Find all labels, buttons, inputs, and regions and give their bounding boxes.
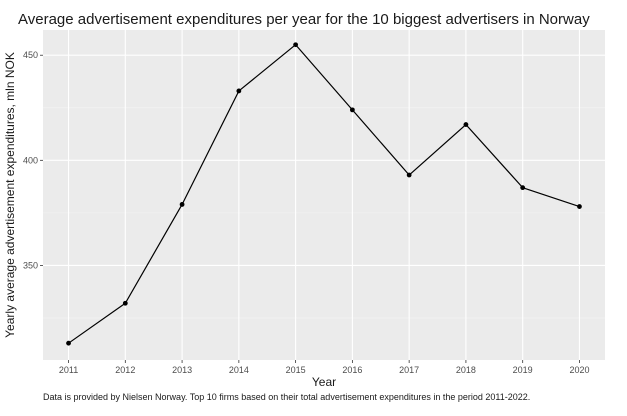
x-tick-label: 2013 bbox=[172, 365, 192, 375]
data-point bbox=[406, 172, 412, 178]
data-point bbox=[520, 185, 526, 191]
y-tick-label: 350 bbox=[23, 260, 38, 270]
chart-title: Average advertisement expenditures per y… bbox=[18, 11, 590, 28]
x-tick-label: 2020 bbox=[569, 365, 589, 375]
minor-gridlines bbox=[43, 107, 605, 319]
y-tick-label: 400 bbox=[23, 155, 38, 165]
caption: Data is provided by Nielsen Norway. Top … bbox=[43, 392, 530, 402]
data-point bbox=[66, 340, 71, 346]
data-point bbox=[577, 204, 582, 209]
x-tick-label: 2018 bbox=[456, 365, 476, 375]
x-tick-label: 2014 bbox=[229, 365, 249, 375]
x-tick-label: 2017 bbox=[399, 365, 419, 375]
x-tick-label: 2012 bbox=[115, 365, 135, 375]
y-axis-ticks: 350 400 450 bbox=[23, 50, 43, 270]
data-series bbox=[66, 42, 582, 346]
x-tick-label: 2019 bbox=[513, 365, 533, 375]
major-gridlines bbox=[43, 30, 605, 360]
y-tick-label: 450 bbox=[23, 50, 38, 60]
data-point bbox=[349, 107, 355, 113]
x-axis-ticks: 2011 2012 2013 2014 2015 2016 2017 2018 2019 2020 bbox=[59, 360, 589, 375]
x-tick-label: 2015 bbox=[286, 365, 306, 375]
x-axis-title: Year bbox=[312, 375, 336, 389]
x-tick-label: 2016 bbox=[342, 365, 362, 375]
data-point bbox=[122, 300, 128, 306]
x-tick-label: 2011 bbox=[59, 365, 78, 375]
series-line bbox=[68, 44, 580, 344]
data-point bbox=[463, 122, 469, 127]
data-point bbox=[236, 88, 242, 94]
plot-panel bbox=[43, 30, 605, 360]
y-axis-title: Yearly average advertisement expenditure… bbox=[3, 52, 17, 338]
data-point bbox=[179, 202, 185, 207]
data-point bbox=[293, 42, 299, 48]
